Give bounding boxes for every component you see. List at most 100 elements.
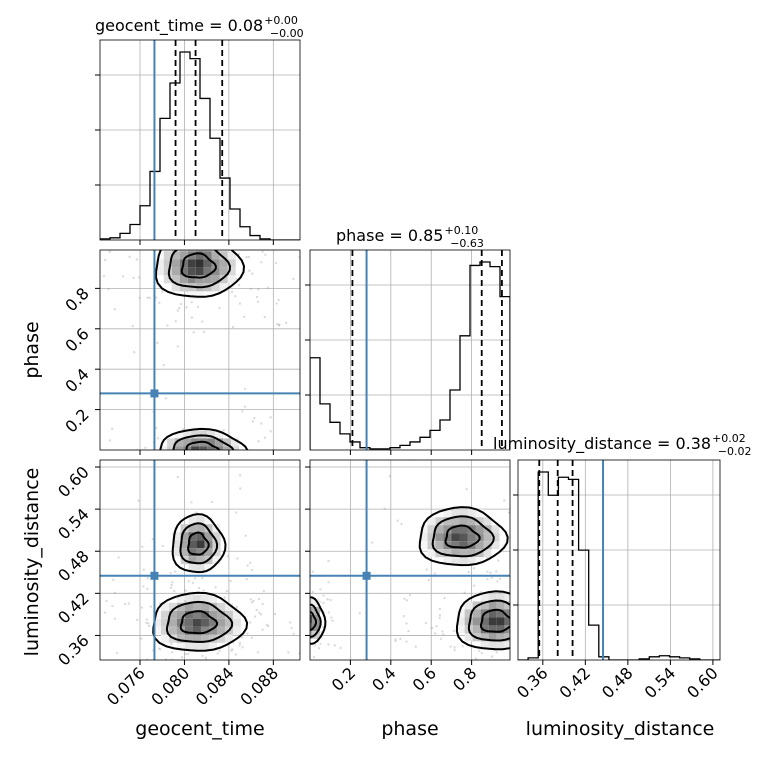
density-cell xyxy=(219,267,228,276)
density-cell xyxy=(227,251,236,260)
scatter-point xyxy=(204,656,208,659)
density-cell xyxy=(207,454,215,462)
scatter-point xyxy=(210,500,214,504)
density-cell xyxy=(188,540,197,549)
density-cell xyxy=(167,438,176,447)
density-cell xyxy=(459,557,468,566)
scatter-point xyxy=(107,287,110,291)
density-cell xyxy=(491,525,500,534)
scatter-point xyxy=(173,487,175,489)
scatter-point xyxy=(85,315,87,317)
density-cell xyxy=(208,626,217,635)
scatter-point xyxy=(238,644,241,647)
scatter-point xyxy=(495,570,498,573)
contour-line xyxy=(310,603,322,638)
density-cell xyxy=(464,601,473,610)
scatter-point xyxy=(201,576,204,580)
scatter-point xyxy=(181,470,183,472)
density-cell xyxy=(310,631,312,640)
scatter-point xyxy=(288,584,290,586)
y-tick-label: 0.54 xyxy=(54,505,93,544)
panel-phase-vs-geocent-time: 0.2 0.4 0.6 0.8 xyxy=(61,191,301,500)
scatter-point xyxy=(438,607,441,611)
scatter-point xyxy=(113,617,117,620)
scatter-point xyxy=(293,626,295,628)
scatter-point xyxy=(243,237,245,239)
scatter-point xyxy=(277,298,280,302)
scatter-point xyxy=(490,576,493,579)
panel-frame xyxy=(309,459,511,661)
density-cell xyxy=(504,617,510,626)
density-cell xyxy=(480,641,489,650)
scatter-point xyxy=(289,594,291,596)
scatter-point xyxy=(623,661,625,663)
density-cell xyxy=(191,430,200,439)
scatter-point xyxy=(453,648,456,652)
density-cell xyxy=(204,564,213,573)
density-cell xyxy=(199,462,207,470)
contour-line xyxy=(179,610,219,635)
scatter-point xyxy=(187,580,191,583)
scatter-point xyxy=(178,220,180,222)
scatter-point xyxy=(251,272,254,275)
scatter-point xyxy=(498,662,500,664)
scatter-point xyxy=(292,632,295,636)
scatter-point xyxy=(258,611,261,614)
scatter-point xyxy=(271,584,273,586)
density-cell xyxy=(212,532,221,541)
density-cell xyxy=(443,549,452,558)
plot-area xyxy=(100,460,300,676)
scatter-point xyxy=(241,646,244,649)
scatter-point xyxy=(487,666,489,668)
density-cell xyxy=(475,525,484,534)
density-cell xyxy=(196,548,205,557)
scatter-point xyxy=(148,461,150,463)
density-cell xyxy=(310,607,312,616)
scatter-point xyxy=(263,315,266,319)
scatter-point xyxy=(509,716,511,718)
scatter-point xyxy=(250,601,254,604)
x-tick-label: 0.48 xyxy=(598,663,637,702)
scatter-point xyxy=(176,309,179,312)
scatter-point xyxy=(193,577,197,580)
density-cell xyxy=(443,557,452,566)
density-cell xyxy=(187,250,196,252)
density-cell xyxy=(491,517,500,526)
scatter-point xyxy=(178,191,180,193)
density-cell xyxy=(223,446,232,450)
density-cell xyxy=(496,609,505,618)
scatter-point xyxy=(183,599,187,603)
title-phase-text: phase = 0.85 xyxy=(336,226,443,245)
scatter-point xyxy=(327,581,330,584)
scatter-point xyxy=(205,498,207,500)
truth-marker xyxy=(150,389,159,398)
scatter-point xyxy=(185,306,188,309)
scatter-point xyxy=(140,637,143,640)
scatter-point xyxy=(396,692,398,694)
scatter-point xyxy=(257,440,260,443)
scatter-point xyxy=(358,612,362,615)
scatter-point xyxy=(171,651,174,654)
density-cell xyxy=(187,267,196,276)
scatter-point xyxy=(408,594,412,597)
panel-geocent-time-histogram xyxy=(95,39,301,245)
density-cell xyxy=(212,235,220,243)
scatter-point xyxy=(443,596,446,600)
scatter-point xyxy=(176,628,180,631)
density-cell xyxy=(464,617,473,626)
density-cell xyxy=(464,633,473,642)
density-cell xyxy=(491,533,500,542)
histogram-step-line xyxy=(310,261,510,450)
density-cell xyxy=(496,641,505,650)
density-cell xyxy=(435,517,444,526)
scatter-point xyxy=(434,632,437,635)
density-cell xyxy=(196,532,205,541)
density-cell xyxy=(163,259,172,268)
scatter-point xyxy=(108,674,110,676)
scatter-point xyxy=(548,648,550,650)
density-cell xyxy=(192,642,201,651)
scatter-point xyxy=(159,648,162,651)
scatter-point xyxy=(467,570,470,574)
scatter-point xyxy=(286,610,288,612)
density-cell xyxy=(196,235,204,243)
